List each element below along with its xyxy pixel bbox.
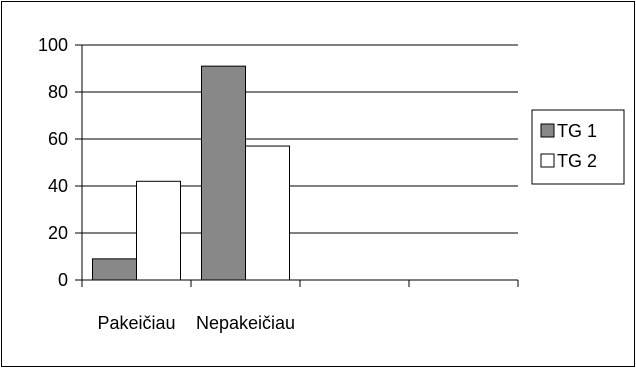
y-tick-label: 100: [38, 35, 68, 55]
legend: TG 1 TG 2: [531, 109, 625, 185]
axes: [75, 44, 519, 287]
y-tick-label: 80: [48, 82, 68, 102]
legend-label: TG 2: [557, 151, 597, 171]
chart-border: [1, 1, 635, 367]
legend-box: [531, 109, 625, 185]
bars: [92, 65, 290, 281]
legend-swatch: [540, 153, 555, 168]
y-tick-labels: 0 20 40 60 80 100: [38, 35, 68, 290]
legend-label: TG 1: [557, 121, 597, 141]
x-tick-label: Pakeičiau: [97, 313, 175, 333]
y-tick-label: 20: [48, 223, 68, 243]
x-tick-labels: Pakeičiau Nepakeičiau: [97, 313, 295, 333]
bar-tg2: [136, 180, 181, 281]
y-tick-label: 60: [48, 129, 68, 149]
x-tick-label: Nepakeičiau: [196, 313, 295, 333]
y-tick-label: 40: [48, 176, 68, 196]
y-tick-label: 0: [58, 270, 68, 290]
legend-swatch: [540, 123, 555, 138]
bar-tg1: [201, 65, 246, 281]
bar-tg2: [245, 145, 290, 281]
bar-tg1: [92, 258, 137, 281]
